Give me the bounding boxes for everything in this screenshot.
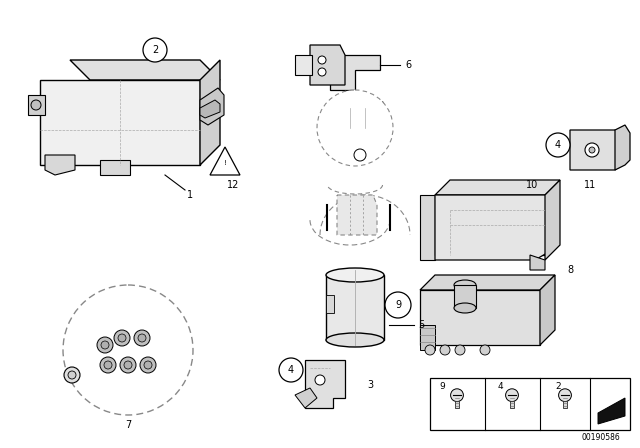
- Circle shape: [118, 334, 126, 342]
- Circle shape: [120, 357, 136, 373]
- Polygon shape: [100, 160, 130, 175]
- Polygon shape: [420, 195, 435, 260]
- Polygon shape: [210, 147, 240, 175]
- Circle shape: [315, 375, 325, 385]
- Polygon shape: [305, 360, 345, 408]
- Text: 9: 9: [439, 382, 445, 391]
- Text: 4: 4: [555, 140, 561, 150]
- Text: 00190586: 00190586: [581, 433, 620, 442]
- Polygon shape: [375, 102, 383, 128]
- Text: 4: 4: [497, 382, 503, 391]
- Text: 2: 2: [152, 45, 158, 55]
- Polygon shape: [337, 195, 377, 235]
- Ellipse shape: [454, 303, 476, 313]
- Circle shape: [134, 330, 150, 346]
- Polygon shape: [326, 295, 334, 313]
- Polygon shape: [335, 102, 383, 108]
- Polygon shape: [435, 195, 545, 255]
- Circle shape: [318, 56, 326, 64]
- Polygon shape: [530, 255, 545, 270]
- Polygon shape: [598, 398, 625, 424]
- Circle shape: [559, 389, 572, 401]
- Text: 8: 8: [567, 265, 573, 275]
- Polygon shape: [570, 130, 620, 170]
- Polygon shape: [45, 155, 75, 175]
- Circle shape: [585, 143, 599, 157]
- Polygon shape: [420, 275, 555, 290]
- Circle shape: [100, 357, 116, 373]
- Text: 10: 10: [526, 180, 538, 190]
- Circle shape: [64, 367, 80, 383]
- Circle shape: [440, 345, 450, 355]
- Circle shape: [104, 361, 112, 369]
- Text: 4: 4: [288, 365, 294, 375]
- Polygon shape: [310, 45, 345, 85]
- Polygon shape: [90, 335, 160, 380]
- Polygon shape: [615, 125, 630, 170]
- Polygon shape: [28, 95, 45, 115]
- Circle shape: [31, 100, 41, 110]
- Polygon shape: [545, 180, 560, 260]
- Polygon shape: [435, 195, 552, 260]
- Polygon shape: [455, 395, 459, 408]
- Polygon shape: [200, 88, 224, 125]
- Text: 3: 3: [367, 380, 373, 390]
- Circle shape: [114, 330, 130, 346]
- Ellipse shape: [326, 268, 384, 282]
- Text: 11: 11: [584, 180, 596, 190]
- Polygon shape: [295, 388, 317, 408]
- Circle shape: [506, 389, 518, 401]
- Text: !: !: [223, 160, 227, 166]
- Circle shape: [385, 292, 411, 318]
- Polygon shape: [330, 55, 380, 90]
- Polygon shape: [335, 108, 375, 128]
- Polygon shape: [95, 380, 165, 388]
- Circle shape: [279, 358, 303, 382]
- Circle shape: [354, 149, 366, 161]
- Polygon shape: [435, 180, 560, 195]
- Circle shape: [317, 90, 393, 166]
- Polygon shape: [430, 378, 630, 430]
- Circle shape: [451, 389, 463, 401]
- Text: 6: 6: [405, 60, 411, 70]
- Circle shape: [318, 68, 326, 76]
- Ellipse shape: [326, 333, 384, 347]
- Text: 12: 12: [227, 180, 239, 190]
- Circle shape: [138, 334, 146, 342]
- Polygon shape: [454, 285, 476, 308]
- Circle shape: [455, 345, 465, 355]
- Text: 5: 5: [418, 320, 424, 330]
- Polygon shape: [563, 395, 567, 408]
- Ellipse shape: [454, 280, 476, 290]
- Circle shape: [97, 337, 113, 353]
- Polygon shape: [90, 325, 175, 335]
- Circle shape: [101, 341, 109, 349]
- Polygon shape: [160, 325, 175, 380]
- Circle shape: [589, 147, 595, 153]
- Circle shape: [143, 38, 167, 62]
- Polygon shape: [40, 80, 200, 165]
- Polygon shape: [420, 325, 435, 350]
- Circle shape: [546, 133, 570, 157]
- Polygon shape: [420, 290, 540, 345]
- Polygon shape: [326, 275, 384, 340]
- Circle shape: [144, 361, 152, 369]
- Circle shape: [480, 345, 490, 355]
- Circle shape: [63, 285, 193, 415]
- Polygon shape: [295, 55, 312, 75]
- Text: 9: 9: [395, 300, 401, 310]
- Polygon shape: [200, 100, 220, 118]
- Text: 2: 2: [555, 382, 561, 391]
- Polygon shape: [510, 395, 514, 408]
- Circle shape: [68, 371, 76, 379]
- Circle shape: [140, 357, 156, 373]
- Polygon shape: [200, 60, 220, 165]
- Circle shape: [425, 345, 435, 355]
- Polygon shape: [70, 60, 220, 80]
- Text: 1: 1: [187, 190, 193, 200]
- Circle shape: [124, 361, 132, 369]
- Polygon shape: [540, 275, 555, 345]
- Text: 7: 7: [125, 420, 131, 430]
